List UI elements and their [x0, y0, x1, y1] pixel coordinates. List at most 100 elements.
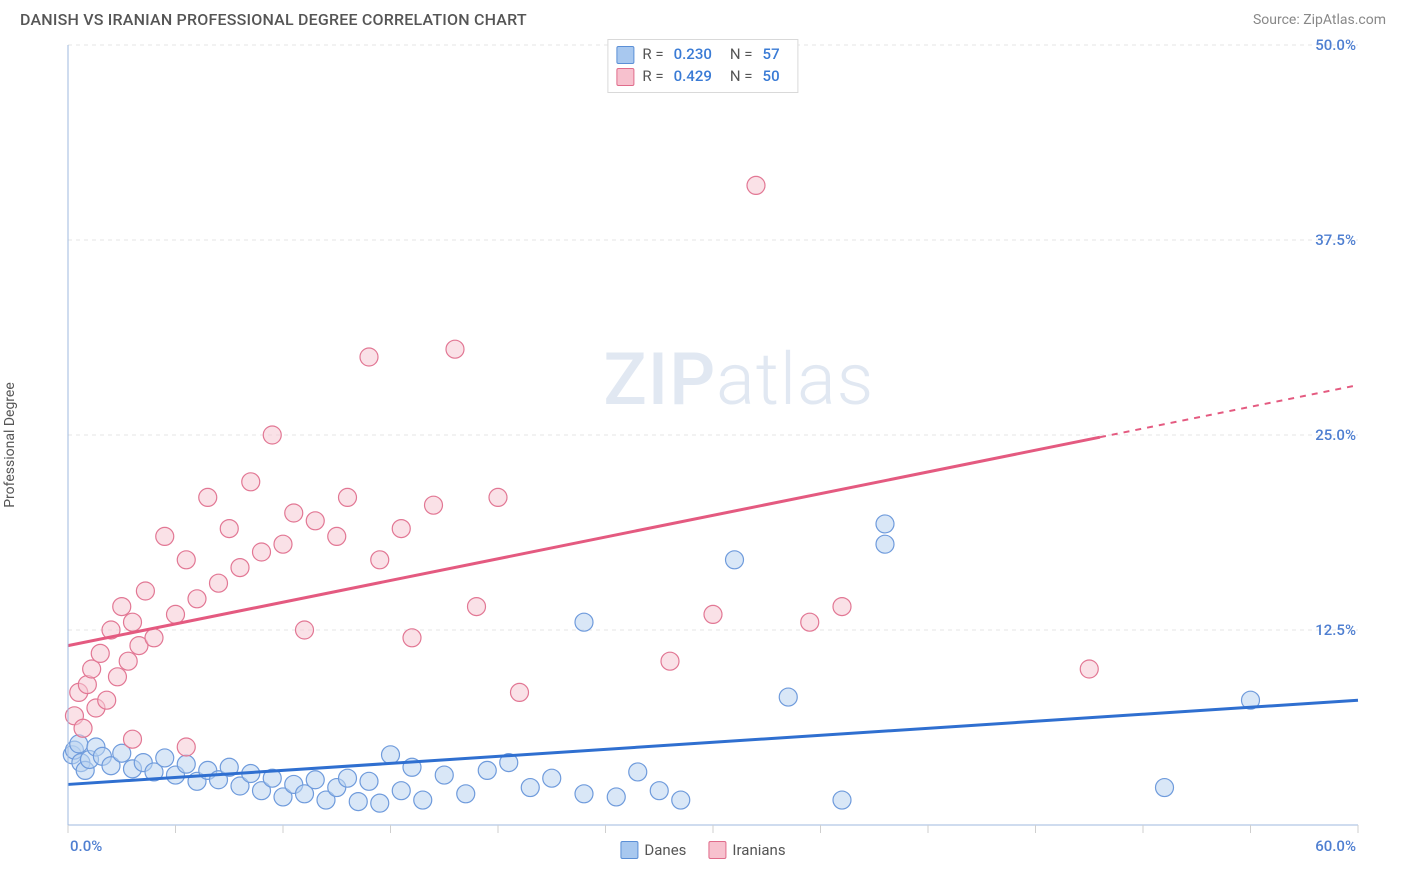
data-point: [801, 613, 819, 631]
scatter-chart: 12.5% 25.0% 37.5% 50.0% ZIPatlas 0.0% 60.0%: [18, 35, 1378, 855]
data-point: [119, 652, 137, 670]
data-point: [629, 763, 647, 781]
data-point: [435, 766, 453, 784]
y-tick-label: 25.0%: [1315, 426, 1356, 444]
data-point: [1156, 779, 1174, 797]
chart-title: DANISH VS IRANIAN PROFESSIONAL DEGREE CO…: [20, 10, 527, 29]
legend-swatch: [708, 841, 726, 859]
data-point: [360, 772, 378, 790]
data-point: [136, 582, 154, 600]
chart-header: DANISH VS IRANIAN PROFESSIONAL DEGREE CO…: [0, 0, 1406, 35]
data-point: [177, 755, 195, 773]
data-point: [360, 348, 378, 366]
stats-legend-row: R = 0.230 N = 57: [616, 44, 789, 66]
data-point: [747, 176, 765, 194]
data-point: [210, 574, 228, 592]
data-point: [124, 730, 142, 748]
data-point: [156, 749, 174, 767]
y-tick-label: 50.0%: [1315, 36, 1356, 54]
data-point: [392, 520, 410, 538]
series-legend: Danes Iranians: [620, 841, 785, 859]
data-point: [876, 515, 894, 533]
data-point: [306, 512, 324, 530]
data-point: [457, 785, 475, 803]
y-axis-label: Professional Degree: [2, 382, 18, 508]
r-label: R =: [642, 44, 663, 66]
x-min-label: 0.0%: [70, 837, 102, 855]
data-point: [403, 629, 421, 647]
data-point: [306, 771, 324, 789]
stats-legend: R = 0.230 N = 57R = 0.429 N = 50: [607, 39, 798, 93]
legend-item: Iranians: [708, 841, 785, 859]
data-point: [478, 761, 496, 779]
data-point: [91, 644, 109, 662]
x-max-label: 60.0%: [1315, 837, 1356, 855]
legend-item: Danes: [620, 841, 686, 859]
data-point: [328, 527, 346, 545]
data-point: [167, 605, 185, 623]
data-point: [349, 793, 367, 811]
data-point: [220, 520, 238, 538]
data-point: [296, 621, 314, 639]
r-value: 0.230: [672, 44, 722, 66]
data-point: [188, 590, 206, 608]
data-point: [511, 683, 529, 701]
data-point: [392, 782, 410, 800]
n-value: 50: [761, 66, 790, 88]
data-point: [425, 496, 443, 514]
legend-label: Danes: [644, 841, 686, 859]
data-point: [285, 504, 303, 522]
data-point: [414, 791, 432, 809]
data-point: [242, 473, 260, 491]
y-tick-label: 37.5%: [1315, 231, 1356, 249]
data-point: [274, 535, 292, 553]
data-point: [575, 785, 593, 803]
data-point: [253, 543, 271, 561]
legend-swatch: [616, 68, 634, 86]
data-point: [489, 488, 507, 506]
data-point: [468, 598, 486, 616]
data-point: [704, 605, 722, 623]
data-point: [661, 652, 679, 670]
data-point: [156, 527, 174, 545]
n-value: 57: [761, 44, 790, 66]
data-point: [1080, 660, 1098, 678]
data-point: [446, 340, 464, 358]
r-value: 0.429: [672, 66, 722, 88]
data-point: [177, 738, 195, 756]
data-point: [779, 688, 797, 706]
data-point: [575, 613, 593, 631]
data-point: [124, 613, 142, 631]
stats-legend-row: R =0.429N =50: [616, 66, 789, 88]
chart-source: Source: ZipAtlas.com: [1253, 12, 1386, 28]
data-point: [199, 488, 217, 506]
legend-label: Iranians: [732, 841, 785, 859]
data-point: [876, 535, 894, 553]
data-point: [382, 746, 400, 764]
data-point: [231, 559, 249, 577]
data-point: [833, 598, 851, 616]
r-label: R =: [642, 66, 663, 88]
data-point: [145, 629, 163, 647]
trend-line: [68, 700, 1358, 784]
data-point: [650, 782, 668, 800]
data-point: [98, 691, 116, 709]
data-point: [113, 598, 131, 616]
data-point: [371, 551, 389, 569]
legend-swatch: [620, 841, 638, 859]
data-point: [177, 551, 195, 569]
chart-area: Professional Degree 12.5%25.0%37.5%50.0%…: [18, 35, 1388, 855]
legend-swatch: [616, 46, 634, 64]
data-point: [672, 791, 690, 809]
data-point: [726, 551, 744, 569]
n-label: N =: [730, 44, 753, 66]
data-point: [833, 791, 851, 809]
data-point: [371, 794, 389, 812]
watermark: ZIPatlas: [603, 337, 874, 422]
data-point: [74, 719, 92, 737]
data-point: [339, 488, 357, 506]
data-point: [521, 779, 539, 797]
data-point: [339, 769, 357, 787]
data-point: [543, 769, 561, 787]
y-tick-label: 12.5%: [1315, 621, 1356, 639]
